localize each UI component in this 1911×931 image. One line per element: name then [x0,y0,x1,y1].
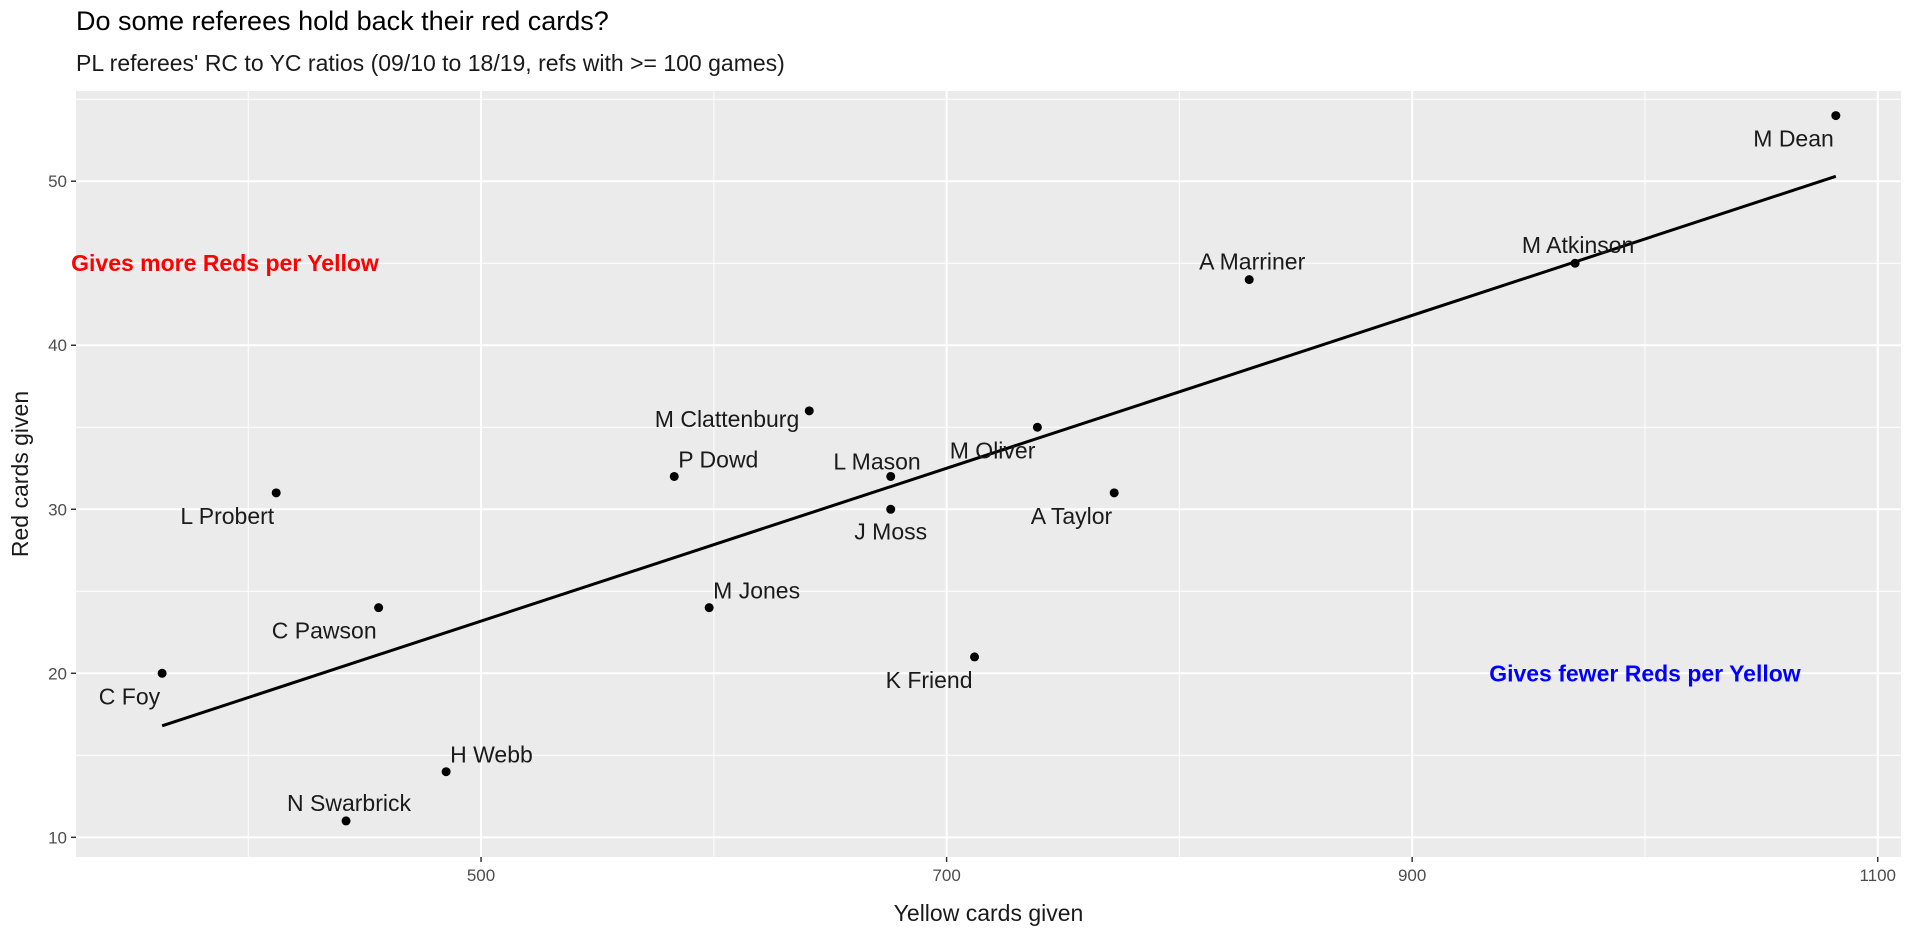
y-tick-label: 40 [48,336,67,355]
points-group [157,111,1841,826]
annotation-label: Gives more Reds per Yellow [71,250,379,276]
plot-panel [76,91,1901,857]
point-label: M Oliver [950,437,1036,463]
point [157,668,167,678]
point [704,603,714,613]
major-gridlines [76,91,1901,857]
annotation-label: Gives fewer Reds per Yellow [1489,660,1801,686]
point [374,603,384,613]
y-tick-label: 50 [48,172,67,191]
point-label: L Mason [833,448,920,474]
point-label: H Webb [450,742,533,768]
point-label: L Probert [180,503,274,529]
point [1244,275,1254,285]
point [970,652,980,662]
point [1109,488,1119,498]
x-tick-label: 500 [467,866,495,885]
point [441,767,451,777]
point-label: M Jones [713,578,800,604]
point-label: C Foy [99,683,161,709]
x-tick-label: 900 [1398,866,1426,885]
point-label: A Marriner [1199,249,1305,275]
point [886,471,896,481]
x-tick-label: 700 [932,866,960,885]
point-label: A Taylor [1031,503,1113,529]
trend-line [161,174,1837,728]
point [271,488,281,498]
minor-gridlines [76,91,1901,857]
point-label: N Swarbrick [287,790,411,816]
y-tick-label: 30 [48,500,67,519]
chart-subtitle: PL referees' RC to YC ratios (09/10 to 1… [76,50,785,76]
trend-line-group [161,174,1837,728]
chart-title: Do some referees hold back their red car… [76,6,609,36]
x-axis-title: Yellow cards given [894,900,1084,926]
point-label: M Dean [1753,126,1834,152]
point [804,406,814,416]
labels-group: M Dean M Atkinson A Marriner M Clattenburg M… [99,126,1834,816]
point-label: K Friend [886,667,973,693]
point-label: C Pawson [272,618,377,644]
point [1032,422,1042,432]
annotations-group: Gives more Reds per Yellow Gives fewer Re… [71,250,1801,686]
point-label: M Clattenburg [655,406,799,432]
x-tick-label: 1100 [1859,866,1896,885]
point [886,504,896,514]
point-label: J Moss [854,518,927,544]
y-axis-title: Red cards given [7,391,33,557]
axes-group: 500 700 900 1100 10 20 30 40 50 Yellow cards give… [7,172,1896,926]
point [669,471,679,481]
point-label: P Dowd [678,446,758,472]
point [1570,258,1580,268]
point [1831,111,1841,121]
y-tick-label: 10 [48,828,67,847]
point [341,816,351,826]
point-label: M Atkinson [1522,232,1635,258]
y-tick-label: 20 [48,664,67,683]
